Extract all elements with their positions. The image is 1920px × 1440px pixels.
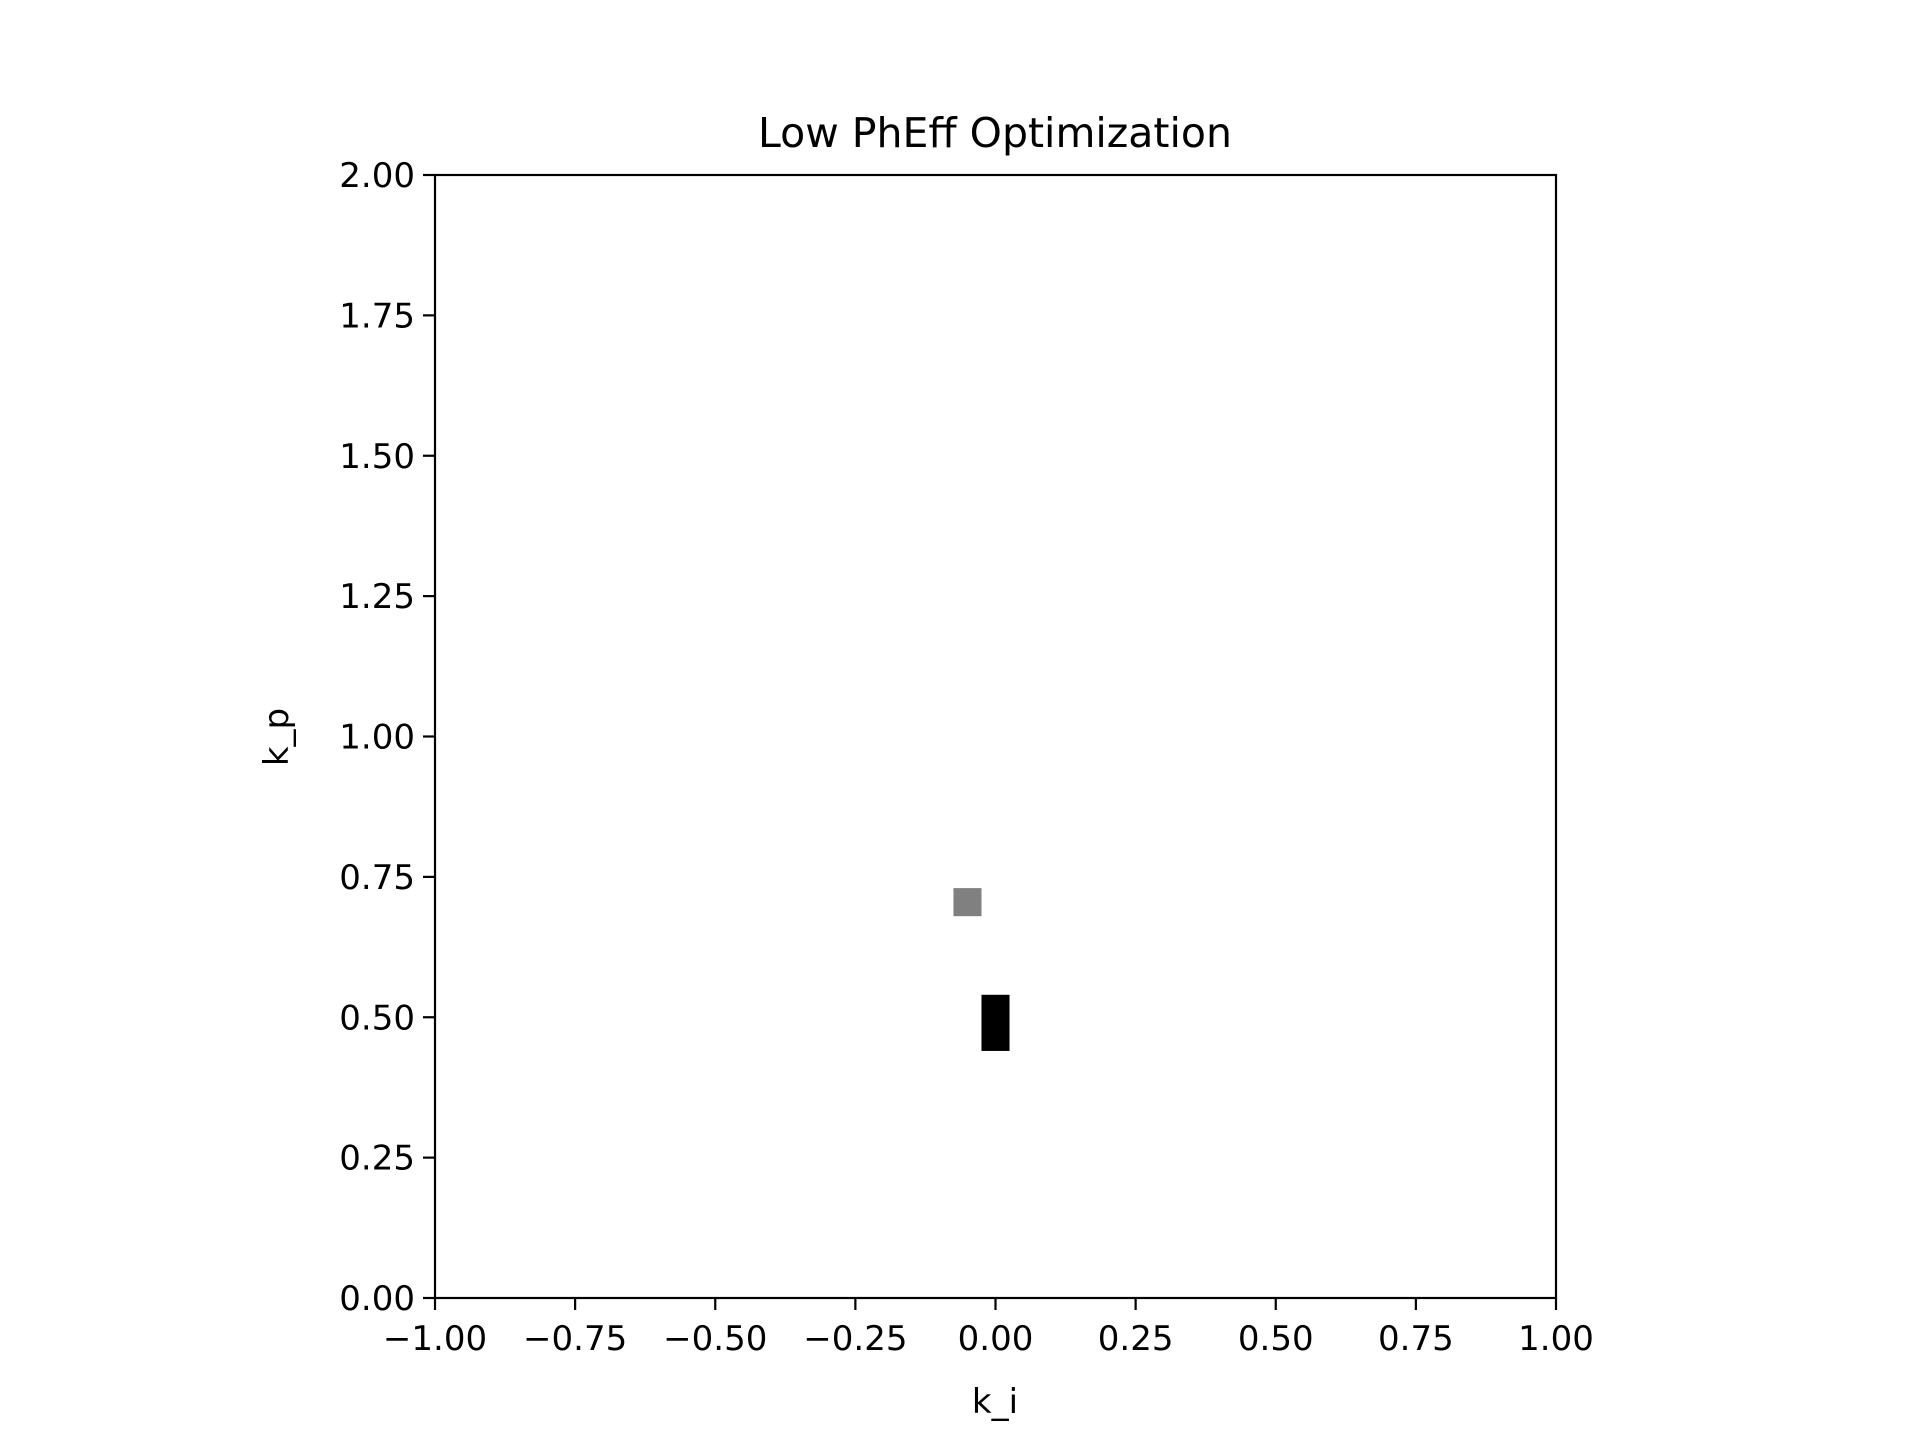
- y-tick-label: 0.00: [339, 1279, 415, 1319]
- y-tick-label: 0.75: [339, 858, 415, 898]
- x-tick-label: −1.00: [383, 1319, 487, 1359]
- y-tick-label: 0.50: [339, 998, 415, 1038]
- y-axis-label: k_p: [257, 708, 297, 766]
- y-tick-label: 0.25: [339, 1139, 415, 1179]
- x-tick-label: −0.25: [803, 1319, 907, 1359]
- chart-title: Low PhEff Optimization: [758, 109, 1232, 157]
- x-tick-label: 1.00: [1518, 1319, 1594, 1359]
- y-tick-label: 1.00: [339, 718, 415, 758]
- x-tick-label: −0.50: [663, 1319, 767, 1359]
- x-tick-label: −0.75: [523, 1319, 627, 1359]
- plot-frame: [433, 173, 1558, 1300]
- x-tick-label: 0.75: [1378, 1319, 1454, 1359]
- y-tick-label: 2.00: [339, 156, 415, 196]
- x-tick-label: 0.25: [1098, 1319, 1174, 1359]
- x-axis-label: k_i: [972, 1382, 1018, 1422]
- y-tick-label: 1.25: [339, 577, 415, 617]
- x-tick-label: 0.00: [958, 1319, 1034, 1359]
- y-tick-label: 1.50: [339, 437, 415, 477]
- x-tick-label: 0.50: [1238, 1319, 1314, 1359]
- axis-ticks: −1.00 −0.75 −0.50 −0.25 0.00 0.25 0.50 0.75 1.00…: [339, 156, 1594, 1359]
- y-tick-label: 1.75: [339, 296, 415, 336]
- heatmap-cells: [953, 888, 1010, 1051]
- heatmap-cell-1: [953, 888, 982, 917]
- heatmap-cell-2: [981, 994, 1010, 1051]
